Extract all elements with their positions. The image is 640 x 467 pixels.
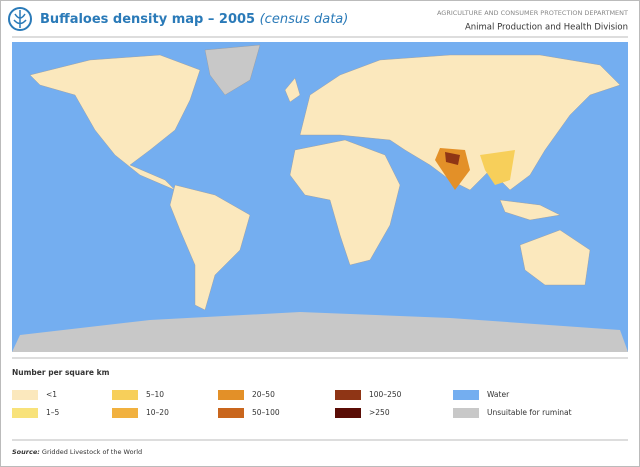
legend-swatch bbox=[218, 408, 244, 418]
source-text: Gridded Livestock of the World bbox=[42, 448, 142, 456]
legend-swatch bbox=[335, 390, 361, 400]
legend-label: 5–10 bbox=[146, 390, 164, 399]
legend-swatch bbox=[453, 408, 479, 418]
legend-label: 100–250 bbox=[369, 390, 402, 399]
legend-swatch bbox=[335, 408, 361, 418]
legend-swatch bbox=[453, 390, 479, 400]
legend-title: Number per square km bbox=[12, 368, 110, 377]
legend-swatch bbox=[12, 390, 38, 400]
map bbox=[12, 42, 628, 352]
source: Source: Gridded Livestock of the World bbox=[12, 448, 142, 456]
legend-label: 50–100 bbox=[252, 408, 280, 417]
legend-swatch bbox=[12, 408, 38, 418]
legend-swatch bbox=[112, 390, 138, 400]
legend-swatch bbox=[112, 408, 138, 418]
legend-swatch bbox=[218, 390, 244, 400]
division: Animal Production and Health Division bbox=[465, 23, 628, 33]
legend-label: Unsuitable for ruminat bbox=[487, 408, 572, 417]
title: Buffaloes density map – 2005 (census dat… bbox=[40, 12, 348, 27]
legend-label: 10–20 bbox=[146, 408, 169, 417]
subtitle: (census data) bbox=[260, 12, 349, 27]
legend-label: 1–5 bbox=[46, 408, 60, 417]
title-text: Buffaloes density map – 2005 bbox=[40, 12, 255, 27]
legend-label: 20–50 bbox=[252, 390, 275, 399]
source-label: Source: bbox=[12, 448, 40, 456]
fao-logo bbox=[8, 7, 32, 31]
legend: <1 1–5 5–10 10–20 20–50 50–100 100–250 >250 Wate… bbox=[12, 390, 572, 418]
legend-label: >250 bbox=[369, 408, 390, 417]
legend-label: <1 bbox=[46, 390, 57, 399]
department: AGRICULTURE AND CONSUMER PROTECTION DEPA… bbox=[437, 9, 628, 17]
legend-label: Water bbox=[487, 390, 510, 399]
